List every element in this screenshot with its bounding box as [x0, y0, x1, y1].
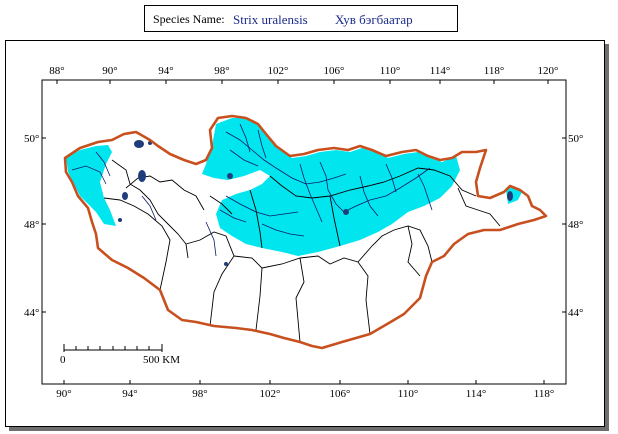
top-longitude-labels: 88° 90° 94° 98° 102° 106° 110° 114° 118°… [49, 65, 558, 77]
right-lat-label: 44° [568, 307, 583, 319]
scale-start-label: 0 [60, 354, 66, 366]
species-header: Species Name: Strix uralensis Хув бэгбаа… [144, 5, 458, 32]
right-lat-label: 48° [568, 219, 583, 231]
bottom-lon-label: 110° [398, 388, 419, 400]
bottom-ticks [63, 380, 545, 384]
country-border [63, 114, 548, 350]
bottom-longitude-labels: 90° 94° 98° 102° 106° 110° 114° 118° [56, 388, 554, 400]
top-lon-label: 94° [158, 65, 173, 77]
bottom-lon-label: 98° [192, 388, 207, 400]
right-lat-label: 50° [568, 133, 583, 145]
rivers [71, 123, 433, 257]
bottom-lon-label: 118° [534, 388, 555, 400]
mongolian-name: Хув бэгбаатар [335, 12, 413, 27]
top-lon-label: 114° [430, 65, 451, 77]
right-latitude-labels: 50° 48° 44° [568, 133, 583, 319]
left-lat-label: 44° [24, 307, 39, 319]
aimag-borders [103, 159, 501, 343]
left-lat-label: 50° [24, 133, 39, 145]
species-label: Species Name: [153, 12, 225, 26]
bottom-lon-label: 114° [466, 388, 487, 400]
lakes [118, 140, 513, 266]
lat-ticks [42, 137, 566, 313]
top-lon-label: 102° [268, 65, 289, 77]
top-lon-label: 110° [380, 65, 401, 77]
bottom-lon-label: 94° [122, 388, 137, 400]
scale-end-label: 500 KM [143, 354, 180, 366]
bottom-lon-label: 106° [330, 388, 351, 400]
left-latitude-labels: 50° 48° 44° [24, 133, 39, 319]
scientific-name: Strix uralensis [233, 12, 308, 27]
bottom-lon-label: 102° [260, 388, 281, 400]
top-lon-label: 118° [484, 65, 505, 77]
top-lon-label: 90° [102, 65, 117, 77]
distribution-west [66, 145, 116, 226]
scale-bar [63, 344, 163, 352]
distribution-central [202, 118, 460, 256]
top-lon-label: 120° [538, 65, 559, 77]
left-lat-label: 48° [24, 219, 39, 231]
top-lon-label: 98° [214, 65, 229, 77]
top-lon-label: 88° [49, 65, 64, 77]
bottom-lon-label: 90° [56, 388, 71, 400]
top-ticks [56, 80, 549, 84]
top-lon-label: 106° [324, 65, 345, 77]
